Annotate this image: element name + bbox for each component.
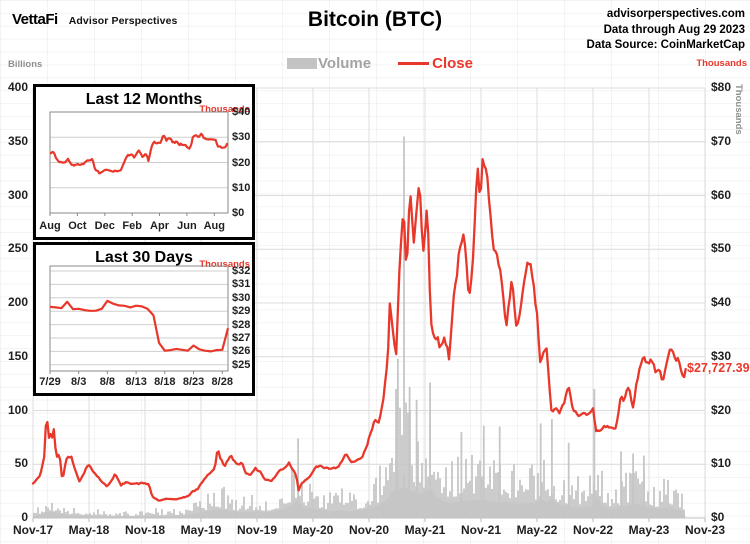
last-12-months-title: Last 12 Months [85,91,203,108]
legend-close-label: Close [432,55,473,72]
main-right-axis-tick-label: $80 [711,80,732,94]
last-12-months-x-tick-label: Jun [177,220,197,232]
last-30-days-y-tick-label: $26 [232,345,251,358]
last-12-months-y-tick-label: $0 [232,207,245,219]
main-x-axis-tick-label: Nov-17 [12,523,53,537]
close-line-swatch [398,61,430,66]
left-axis-unit-label: Billions [8,59,43,70]
last-12-months-y-tick-label: $10 [232,181,251,194]
legend: Volume Close [0,55,750,72]
last-30-days-y-tick-label: $27 [232,332,251,344]
main-x-axis-tick-label: May-22 [516,523,558,537]
last-12-months-plot [49,111,229,216]
main-right-axis-tick-label: $30 [711,348,732,363]
right-axis-unit-vertical-label: Thousands [733,84,744,135]
main-right-axis-tick-label: $10 [711,456,732,471]
source-info: advisorperspectives.com Data through Aug… [587,7,745,54]
main-left-axis-tick-label: 200 [7,295,28,309]
last-30-days-plot [49,265,230,374]
last-30-days-y-tick-label: $31 [232,278,251,291]
last-30-days-unit-label: Thousands [199,259,250,270]
last-30-days-x-tick-label: 8/18 [154,376,176,388]
last-12-months-x-tick-label: Feb [122,220,142,232]
main-left-axis-tick-label: 350 [7,133,28,148]
last-12-months-x-tick-label: Oct [68,220,87,232]
info-data-through: Data through Aug 29 2023 [603,23,745,36]
last-30-days-y-tick-label: $29 [232,305,251,318]
last-12-months-x-tick-label: Apr [150,220,169,232]
main-right-axis-tick-label: $60 [711,187,732,202]
main-right-axis-tick-label: $70 [711,133,732,148]
main-x-axis-tick-label: May-23 [628,523,670,537]
vettafi-logo: VettaFi Advisor Perspectives [12,11,178,28]
last-30-days-x-tick-label: 8/3 [71,376,87,388]
info-data-source: Data Source: CoinMarketCap [586,39,745,51]
last-12-months-x-tick-label: Aug [39,220,61,232]
main-x-axis-tick-label: Nov-20 [348,523,389,537]
main-left-axis-tick-label: 400 [7,80,28,94]
page-title: Bitcoin (BTC) [307,8,443,31]
main-left-axis-tick-label: 300 [7,187,28,202]
last-30-days-x-tick-label: 7/29 [39,376,61,388]
right-axis-unit-label: Thousands [696,58,747,69]
last-12-months-x-tick-label: Dec [94,220,115,232]
main-left-axis-tick-label: 50 [14,456,28,471]
last-12-months-y-tick-label: $40 [232,106,251,118]
last-price-callout: $27,727.39 [687,361,750,375]
main-x-axis-tick-label: Nov-21 [460,523,501,537]
main-x-axis-tick-label: Nov-23 [684,523,725,537]
last-30-days-y-tick-label: $28 [232,318,251,331]
main-right-axis-tick-label: $40 [711,295,732,309]
last-30-days-x-tick-label: 8/23 [182,376,205,388]
last-12-months-y-tick-label: $20 [232,156,251,169]
main-x-axis-tick-label: Nov-19 [236,523,277,537]
last-12-months-inset: Last 12 Months Thousands $40 $30 $20 $10 $0 A… [33,84,255,240]
main-right-axis-tick-label: $0 [711,510,725,524]
main-right-axis-tick-label: $20 [711,402,732,417]
logo-advisor-perspectives-text: Advisor Perspectives [68,15,178,27]
main-left-axis-tick-label: 250 [7,241,28,256]
info-website: advisorperspectives.com [606,8,745,20]
main-left-axis-tick-label: 100 [7,402,28,417]
main-x-axis-tick-label: May-19 [180,523,222,537]
last-30-days-title: Last 30 Days [95,249,193,266]
main-x-axis-tick-label: May-18 [68,523,110,537]
main-x-axis-tick-label: May-21 [404,523,446,537]
last-30-days-x-tick-label: 8/8 [99,376,116,388]
last-30-days-inset: Last 30 Days Thousands $32 $31 $30 $29 $28 $2… [33,242,255,396]
last-30-days-y-tick-label: $25 [232,358,251,371]
main-left-axis-tick-label: 0 [21,510,28,524]
legend-volume-label: Volume [318,55,372,72]
last-12-months-unit-label: Thousands [199,104,250,115]
last-12-months-y-tick-label: $30 [232,131,251,144]
last-30-days-x-tick-label: 8/13 [125,376,147,388]
last-12-months-x-tick-label: Aug [203,220,225,232]
main-x-axis-tick-label: Nov-18 [124,523,165,537]
main-x-axis-tick-label: May-20 [292,523,334,537]
logo-vettafi-text: VettaFi [12,11,58,28]
main-left-axis-tick-label: 150 [7,348,28,363]
last-30-days-y-tick-label: $30 [232,291,251,304]
main-right-axis-tick-label: $50 [711,241,732,256]
last-30-days-x-tick-label: 8/28 [211,376,233,388]
volume-swatch [287,58,318,69]
last-30-days-y-tick-label: $32 [232,265,251,277]
main-x-axis-tick-label: Nov-22 [572,523,613,537]
